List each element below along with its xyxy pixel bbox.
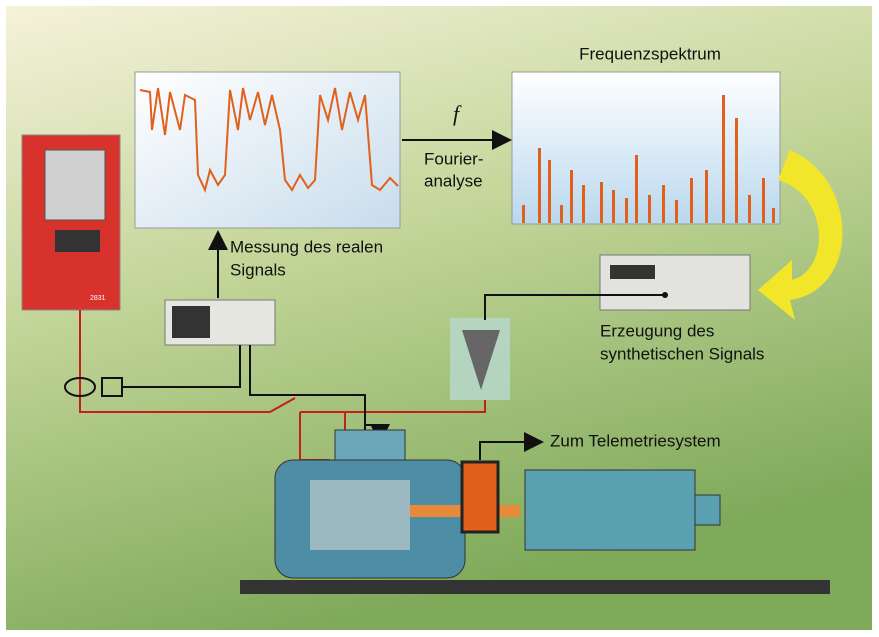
decoration <box>748 195 751 223</box>
decoration <box>735 118 738 223</box>
measurement-label: Messung des realen <box>230 237 383 256</box>
generation-label: Erzeugung des <box>600 321 714 340</box>
signal-generator <box>599 254 751 311</box>
drive-panel <box>44 149 106 221</box>
wire <box>484 294 665 320</box>
motor-cutaway <box>310 480 410 550</box>
spectrum-bars <box>522 95 775 223</box>
telemetry-sensor <box>460 460 500 534</box>
telemetry-label: Zum Telemetriesystem <box>550 431 721 450</box>
base <box>240 580 830 594</box>
decoration <box>582 185 585 223</box>
decoration <box>548 160 551 223</box>
scope-screen <box>172 306 210 338</box>
fourier-label: analyse <box>424 171 483 190</box>
generator-display <box>610 265 655 279</box>
load-machine <box>524 469 696 551</box>
decoration <box>600 182 603 223</box>
measurement-label: Signals <box>230 260 286 279</box>
yellow-arrow <box>758 150 843 320</box>
decoration <box>560 205 563 223</box>
drive-model: 2831 <box>90 295 106 302</box>
waveform <box>139 87 399 193</box>
decoration <box>635 155 638 223</box>
signal-plot <box>134 71 401 229</box>
decoration <box>705 170 708 223</box>
decoration <box>612 190 615 223</box>
decoration <box>675 200 678 223</box>
decoration <box>722 95 725 223</box>
decoration <box>538 148 541 223</box>
decoration <box>648 195 651 223</box>
decoration <box>662 185 665 223</box>
decoration <box>662 292 668 298</box>
frequency-symbol: f <box>453 101 462 126</box>
wire <box>300 400 486 413</box>
amplifier-triangle <box>462 330 500 390</box>
decoration <box>625 198 628 223</box>
decoration <box>772 208 775 223</box>
spectrum-plot <box>511 71 781 225</box>
load-shaft <box>694 494 721 526</box>
decoration <box>570 170 573 223</box>
telemetry-arrow <box>479 432 544 460</box>
switch <box>269 397 296 413</box>
decoration <box>522 205 525 223</box>
generation-label: synthetischen Signals <box>600 344 764 363</box>
terminal-box <box>334 429 406 463</box>
decoration <box>762 178 765 223</box>
wire <box>249 345 366 432</box>
current-clamp <box>64 377 96 397</box>
wire <box>79 310 270 413</box>
wire <box>122 345 241 388</box>
decoration <box>690 178 693 223</box>
fourier-label: Fourier- <box>424 149 484 168</box>
drive-slot <box>55 230 100 252</box>
spectrum-title: Frequenzspektrum <box>579 44 721 63</box>
